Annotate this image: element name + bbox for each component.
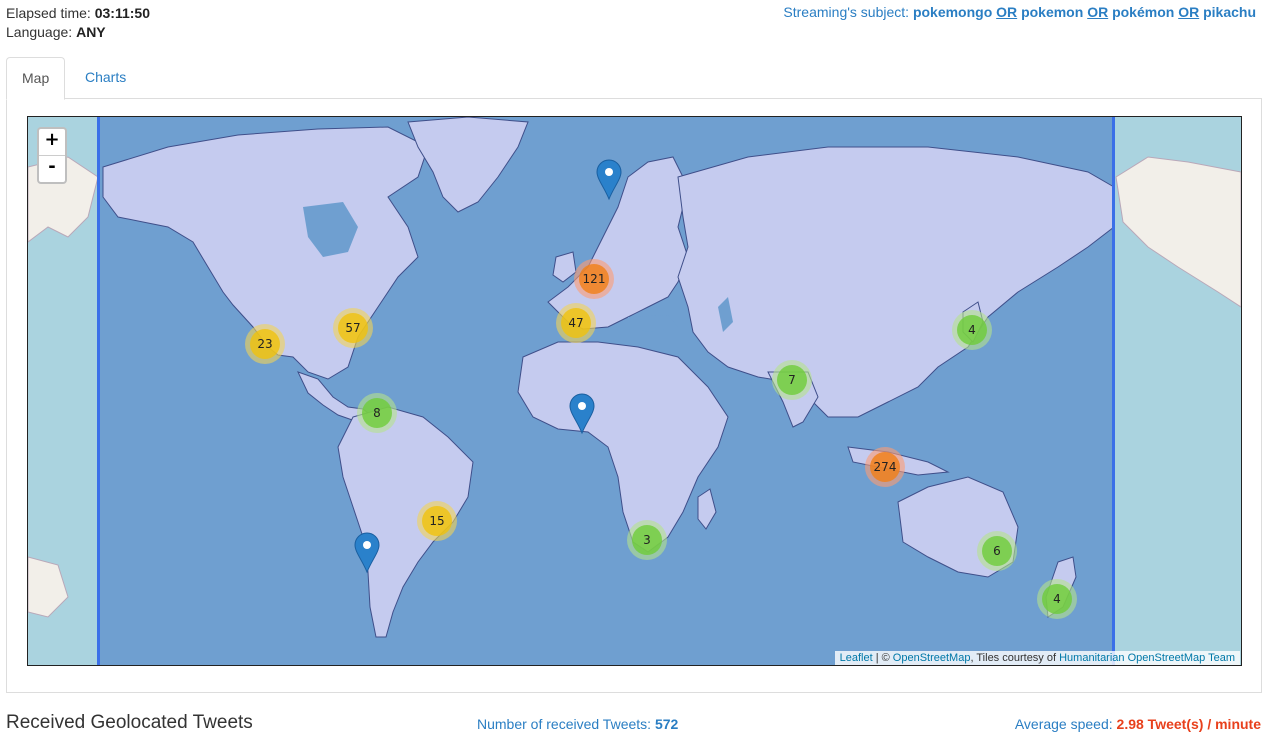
cluster-count: 274 — [874, 460, 897, 474]
map-marker-pin[interactable] — [596, 159, 622, 201]
average-speed: Average speed: 2.98 Tweet(s) / minute — [1014, 716, 1261, 732]
stream-info: Elapsed time: 03:11:50 Language: ANY — [6, 4, 150, 42]
leaflet-link[interactable]: Leaflet — [839, 652, 873, 664]
cluster-count: 15 — [429, 514, 444, 528]
marker-cluster[interactable]: 274 — [865, 447, 905, 487]
page-title: Received Geolocated Tweets — [6, 712, 253, 733]
marker-cluster[interactable]: 6 — [977, 531, 1017, 571]
subject-or: OR — [1178, 4, 1200, 20]
marker-cluster[interactable]: 3 — [627, 520, 667, 560]
marker-cluster[interactable]: 8 — [357, 393, 397, 433]
marker-cluster[interactable]: 7 — [772, 360, 812, 400]
map-marker-pin[interactable] — [569, 393, 595, 435]
hudson-bay — [303, 202, 358, 257]
elapsed-time-value: 03:11:50 — [94, 5, 150, 21]
tweet-count-value: 572 — [654, 716, 679, 732]
map-attribution: Leaflet | © OpenStreetMap, Tiles courtes… — [834, 651, 1240, 665]
cluster-count: 23 — [257, 337, 272, 351]
world-edge-right — [1112, 117, 1115, 665]
tab-map[interactable]: Map — [6, 57, 66, 100]
subject-or: OR — [1087, 4, 1109, 20]
map-canvas[interactable] — [28, 117, 1241, 665]
marker-cluster[interactable]: 4 — [952, 310, 992, 350]
wrapped-land-right — [1115, 156, 1241, 308]
subject-term: pikachu — [1203, 4, 1256, 20]
british-isles — [552, 251, 577, 283]
marker-cluster[interactable]: 15 — [417, 501, 457, 541]
subject-term: pokemongo — [912, 4, 993, 20]
language: Language: ANY — [6, 24, 106, 40]
subject-term: pokémon — [1112, 4, 1175, 20]
caspian-sea — [718, 297, 733, 332]
marker-cluster[interactable]: 4 — [1037, 579, 1077, 619]
zoom-in-button[interactable]: + — [39, 129, 65, 156]
cluster-count: 57 — [345, 321, 360, 335]
asia — [677, 146, 1115, 418]
cluster-count: 8 — [373, 406, 381, 420]
view-tabs: Map Charts — [6, 57, 1262, 100]
hot-link[interactable]: Humanitarian OpenStreetMap Team — [1059, 652, 1235, 664]
marker-cluster-layer: 121 57 47 23 8 7 — [245, 259, 1077, 619]
subject-term: pokemon — [1021, 4, 1084, 20]
cluster-count: 7 — [788, 373, 796, 387]
elapsed-time: Elapsed time: 03:11:50 — [6, 5, 150, 21]
zoom-control: + - — [37, 127, 67, 184]
tweet-count: Number of received Tweets: 572 — [477, 716, 679, 732]
subject-or: OR — [996, 4, 1018, 20]
marker-layer: 121 57 47 23 8 7 — [245, 159, 1077, 619]
zoom-out-button[interactable]: - — [48, 156, 56, 177]
openstreetmap-link[interactable]: OpenStreetMap — [892, 652, 971, 664]
cluster-count: 47 — [568, 316, 583, 330]
language-value: ANY — [76, 24, 106, 40]
cluster-count: 4 — [968, 323, 976, 337]
world-edge-left — [97, 117, 100, 665]
greenland — [407, 117, 529, 213]
marker-cluster[interactable]: 47 — [556, 303, 596, 343]
cluster-count: 3 — [643, 533, 651, 547]
madagascar — [697, 488, 717, 530]
marker-cluster[interactable]: 23 — [245, 324, 285, 364]
marker-cluster[interactable]: 121 — [574, 259, 614, 299]
average-speed-value: 2.98 Tweet(s) / minute — [1116, 716, 1261, 732]
streaming-subject: Streaming's subject: pokemongo OR pokemo… — [783, 4, 1256, 20]
marker-cluster[interactable]: 57 — [333, 308, 373, 348]
cluster-count: 121 — [583, 272, 606, 286]
subject-label: Streaming's subject: — [783, 4, 910, 20]
cluster-count: 6 — [993, 544, 1001, 558]
wrapped-land-left-nz — [28, 556, 69, 618]
africa — [517, 341, 729, 553]
world-map[interactable]: 121 57 47 23 8 7 — [27, 116, 1242, 666]
tab-charts[interactable]: Charts — [85, 69, 127, 85]
map-marker-pin[interactable] — [354, 532, 380, 574]
south-america — [337, 406, 474, 638]
tab-panel — [6, 98, 1262, 693]
inland-waters — [303, 202, 733, 332]
mediterranean — [628, 315, 678, 332]
cluster-count: 4 — [1053, 592, 1061, 606]
